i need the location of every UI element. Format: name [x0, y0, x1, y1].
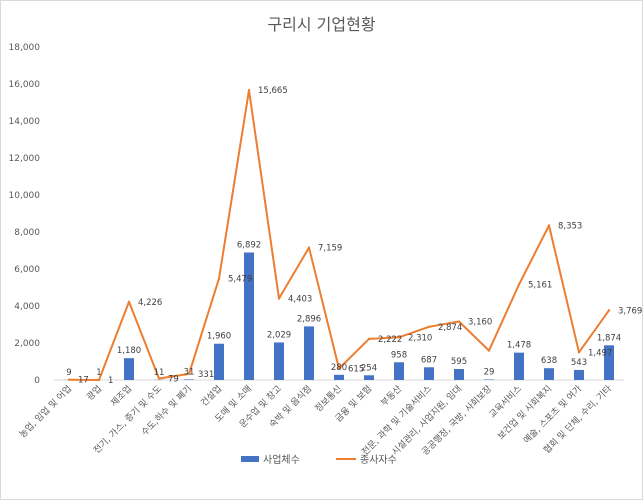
line-point-8	[307, 246, 311, 249]
line-data-label: 79	[168, 375, 179, 385]
bar-data-label: 2,896	[297, 314, 321, 324]
legend-swatch-establishments	[241, 456, 259, 462]
bar-16	[544, 368, 554, 380]
line-point-12	[427, 325, 431, 329]
legend-label-establishments: 사업체수	[263, 453, 300, 466]
line-point-16	[547, 224, 551, 227]
line-point-13	[457, 320, 461, 323]
line-data-label: 615	[348, 365, 364, 375]
bar-2	[124, 358, 134, 380]
x-category-label: 건설업	[199, 383, 224, 408]
line-data-label: 7,159	[318, 244, 342, 254]
line-data-label: 2,222	[378, 335, 402, 345]
line-point-11	[397, 336, 401, 339]
line-point-1	[97, 378, 101, 382]
bar-data-label: 9	[66, 368, 71, 378]
y-tick-label: 18,000	[9, 43, 41, 53]
y-tick-label: 14,000	[9, 117, 41, 127]
bar-data-label: 1,874	[597, 333, 621, 343]
y-tick-label: 16,000	[9, 80, 41, 90]
y-tick-label: 10,000	[9, 191, 41, 201]
line-point-15	[517, 283, 521, 286]
bar-data-label: 595	[451, 357, 467, 367]
line-point-4	[187, 372, 191, 376]
bar-data-label: 31	[184, 367, 195, 377]
line-data-label: 1,497	[588, 348, 612, 358]
bar-data-label: 280	[331, 363, 347, 373]
bar-14	[484, 379, 494, 380]
bar-data-label: 958	[391, 350, 407, 360]
bar-17	[574, 369, 584, 380]
y-tick-label: 6,000	[14, 265, 40, 275]
y-tick-label: 8,000	[14, 228, 40, 238]
bar-data-label: 1,180	[117, 346, 141, 356]
line-point-14	[487, 349, 491, 352]
legend-label-employees: 종사자수	[360, 454, 397, 466]
line-data-label: 17	[78, 376, 89, 386]
bar-data-label: 6,892	[237, 240, 261, 250]
chart-title: 구리시 기업현황	[267, 15, 376, 34]
y-tick-label: 4,000	[14, 302, 40, 312]
bar-data-label: 2,029	[267, 330, 291, 340]
bar-5	[214, 343, 224, 380]
bar-11	[394, 362, 404, 380]
bar-6	[244, 252, 254, 380]
line-point-2	[127, 300, 131, 304]
bar-data-label: 29	[484, 367, 495, 377]
bar-data-label: 254	[361, 363, 377, 373]
y-tick-label: 2,000	[14, 339, 40, 349]
line-data-label: 15,665	[258, 86, 288, 96]
bar-data-label: 1,960	[207, 332, 231, 342]
bar-13	[454, 368, 464, 380]
line-point-5	[217, 277, 221, 280]
bar-10	[364, 375, 374, 380]
line-point-3	[157, 377, 161, 380]
line-point-7	[277, 297, 281, 300]
bar-data-label: 1	[96, 368, 101, 378]
line-data-label: 2,310	[408, 333, 432, 343]
bar-data-label: 1,478	[507, 341, 531, 351]
y-tick-label: 12,000	[9, 154, 41, 164]
line-point-6	[247, 88, 251, 92]
bar-data-label: 11	[154, 368, 165, 378]
bar-15	[514, 352, 524, 380]
line-series-employees	[68, 89, 610, 381]
bar-data-label: 543	[571, 358, 587, 368]
line-data-label: 5,161	[528, 281, 552, 291]
x-category-label: 수도,하수 및 폐기	[139, 383, 195, 439]
line-data-label: 8,353	[558, 221, 582, 231]
bar-12	[424, 367, 434, 380]
line-data-label: 3,160	[468, 318, 492, 328]
x-category-label: 제조업	[109, 383, 134, 408]
bar-data-label: 638	[541, 356, 557, 366]
bar-data-label: 687	[421, 355, 437, 365]
x-category-label: 보건업 및 사회복지	[495, 383, 554, 442]
line-point-10	[367, 337, 371, 341]
bar-9	[334, 374, 344, 380]
line-data-label: 2,874	[438, 323, 462, 333]
bar-18	[604, 345, 614, 380]
line-data-label: 4,403	[288, 295, 312, 305]
line-data-label: 3,769	[618, 306, 642, 316]
line-data-label: 331	[198, 370, 214, 380]
x-category-label: 정보통신	[313, 383, 344, 414]
x-category-label: 부동산	[379, 383, 404, 408]
line-data-label: 5,479	[228, 275, 252, 285]
bar-4	[184, 379, 194, 380]
line-data-label: 1	[108, 376, 113, 386]
line-point-0	[67, 378, 71, 381]
line-point-17	[577, 351, 581, 354]
bar-7	[274, 342, 284, 380]
line-data-label: 4,226	[138, 298, 162, 308]
line-point-18	[607, 309, 611, 312]
bar-8	[304, 326, 314, 380]
x-category-label: 농업, 임업 및 어업	[17, 383, 75, 441]
line-point-9	[337, 367, 341, 370]
y-tick-label: 0	[34, 376, 40, 386]
